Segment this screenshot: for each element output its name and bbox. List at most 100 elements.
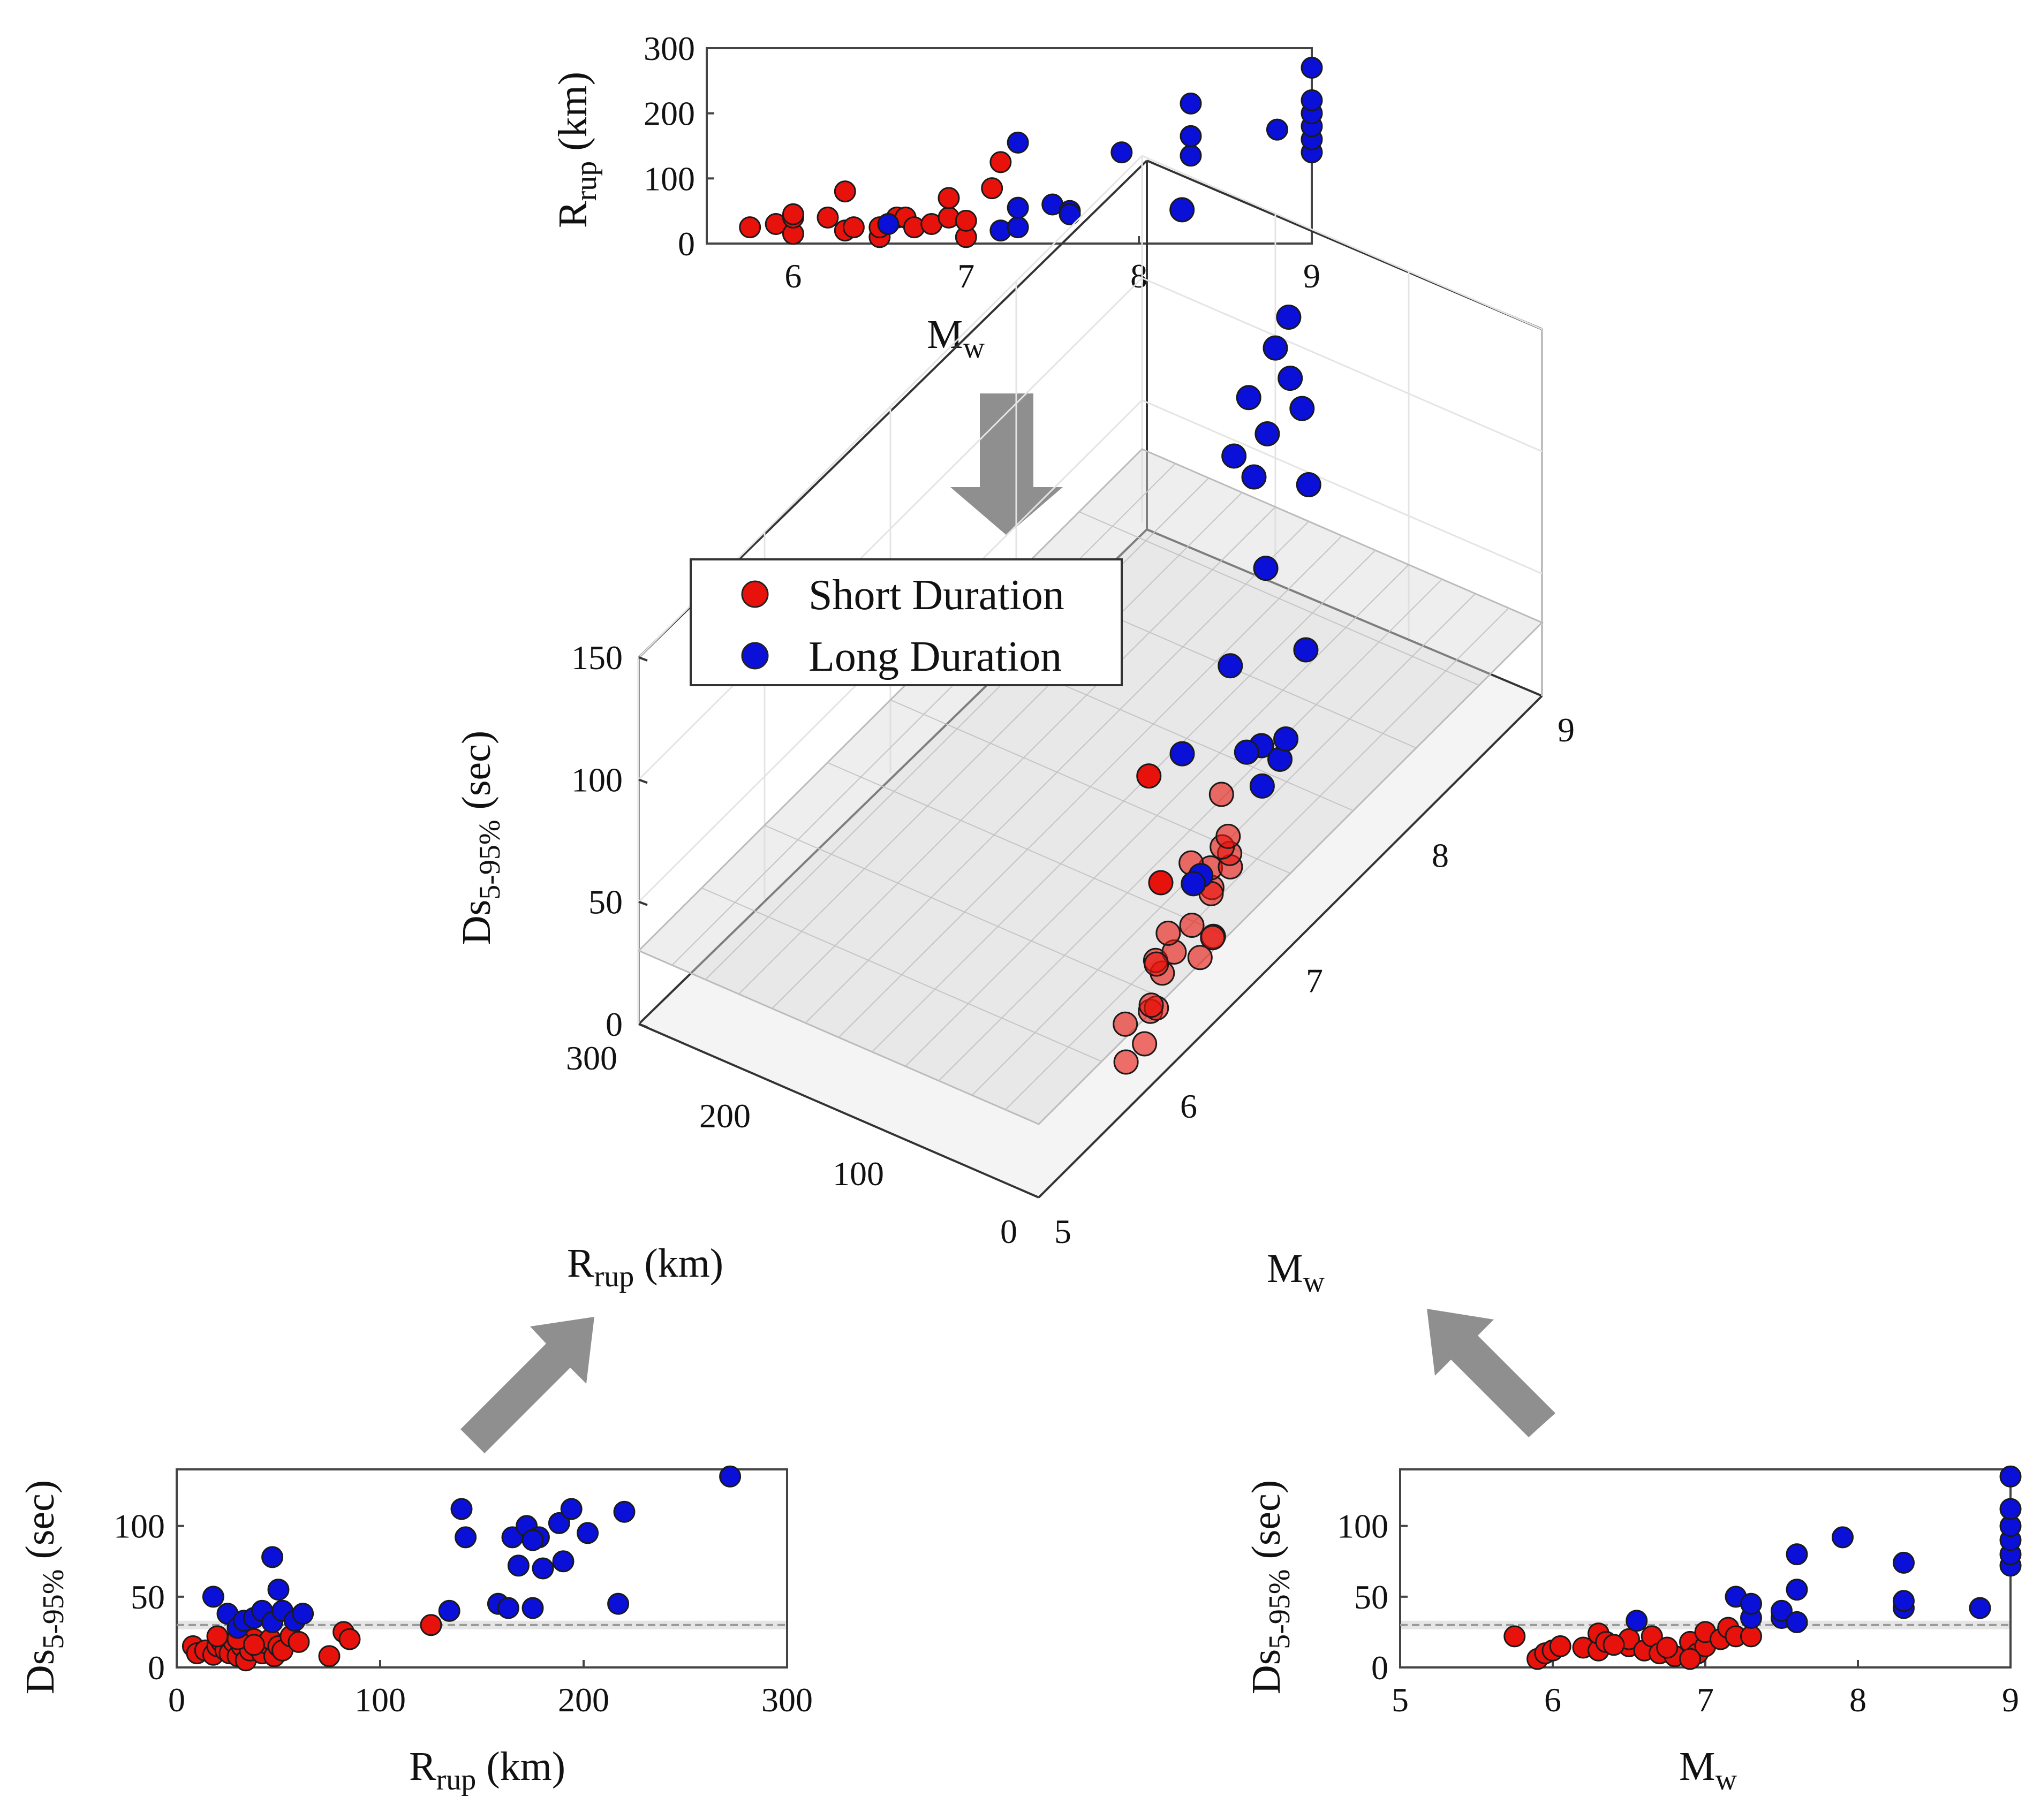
long-duration-point <box>507 1554 530 1577</box>
long-duration-point <box>1236 385 1261 411</box>
long-duration-point <box>1289 396 1315 421</box>
mw-axis-line <box>1038 695 1543 1199</box>
floor-plane <box>639 529 1542 1197</box>
long-duration-point <box>1740 1592 1762 1615</box>
short-duration-point <box>1549 1635 1571 1657</box>
mw-tick-label: 6 <box>1180 1087 1197 1125</box>
y-tick-label: 0 <box>148 1649 165 1687</box>
long-duration-point <box>719 1465 742 1488</box>
x-tick-label: 6 <box>784 257 802 295</box>
y-tick-label: 200 <box>644 95 695 133</box>
long-duration-point <box>1832 1526 1854 1549</box>
short-duration-point <box>318 1645 341 1667</box>
long-duration-point <box>202 1586 224 1608</box>
long-duration-point <box>607 1592 630 1615</box>
long-duration-point <box>1059 203 1081 225</box>
y-tick-label: 100 <box>1337 1507 1388 1545</box>
long-duration-point <box>267 1579 290 1601</box>
br-y-axis-label: Ds5-95% (sec) <box>1244 1480 1296 1694</box>
up-left-arrow-icon <box>1427 1309 1555 1437</box>
grid-line <box>1142 155 1543 330</box>
mw-tick-label: 7 <box>1306 962 1323 1000</box>
short-duration-point <box>1656 1636 1679 1659</box>
long-duration-point <box>1273 726 1299 752</box>
bl-x-axis-label: Rrup (km) <box>409 1744 565 1796</box>
r-tick-label: 100 <box>833 1155 884 1193</box>
bottom-right-scatter-plot: Mw Ds5-95% (sec) 5 6 7 8 9 0 50 100 <box>1244 1465 2022 1796</box>
long-duration-point <box>877 213 900 235</box>
long-duration-point <box>1218 653 1243 679</box>
long-duration-point <box>1249 773 1275 799</box>
long-duration-point <box>1999 1465 2022 1488</box>
short-duration-point <box>1200 925 1226 951</box>
long-duration-point <box>1169 197 1195 223</box>
long-duration-point <box>1301 89 1323 111</box>
short-duration-point <box>243 1634 265 1656</box>
grid-line <box>1142 277 1543 452</box>
x-tick-label: 0 <box>168 1681 185 1719</box>
grid-line <box>1142 399 1543 575</box>
long-duration-point <box>552 1550 575 1573</box>
long-duration-point <box>1786 1543 1808 1566</box>
z-tick-mark <box>638 900 648 906</box>
long-duration-point <box>1969 1597 1991 1619</box>
long-duration-point <box>522 1597 544 1619</box>
z-tick-label: 100 <box>571 761 623 799</box>
short-duration-point <box>1208 782 1234 807</box>
short-duration-point <box>1503 1625 1526 1648</box>
z-axis-label: Ds5-95% (sec) <box>454 731 507 945</box>
mw-tick-label: 5 <box>1054 1212 1071 1250</box>
x-tick-label: 5 <box>1392 1681 1409 1719</box>
long-duration-point <box>1301 57 1323 79</box>
y-tick-label: 0 <box>678 225 695 263</box>
short-duration-point <box>1179 913 1205 938</box>
long-duration-point <box>1296 472 1321 497</box>
long-duration-point <box>1221 443 1247 469</box>
long-duration-point <box>522 1529 544 1551</box>
long-duration-point <box>1169 741 1195 767</box>
long-duration-point <box>455 1526 477 1549</box>
short-duration-point <box>989 151 1012 173</box>
r-axis-line <box>638 1023 1039 1199</box>
long-duration-point <box>1276 304 1302 330</box>
long-duration-point <box>1110 141 1133 164</box>
short-duration-point <box>1148 870 1174 896</box>
long-duration-point <box>1893 1551 1915 1574</box>
z-tick-label: 0 <box>606 1005 623 1043</box>
y-tick-label: 100 <box>114 1507 165 1545</box>
x-tick-label: 9 <box>2002 1681 2019 1719</box>
short-duration-point <box>817 206 839 229</box>
long-duration-point <box>261 1546 284 1568</box>
long-duration-point <box>1771 1599 1793 1622</box>
r-tick-label: 300 <box>566 1039 617 1077</box>
mw-tick-label: 8 <box>1432 836 1449 874</box>
top-y-axis-label: Rrup (km) <box>550 72 603 228</box>
long-duration-point <box>1786 1611 1808 1633</box>
x-tick-label: 7 <box>957 257 974 295</box>
short-duration-point <box>1155 920 1181 946</box>
y-tick-label: 50 <box>131 1578 165 1616</box>
x-tick-label: 7 <box>1697 1681 1714 1719</box>
legend-long-label: Long Duration <box>808 633 1062 680</box>
br-x-axis-label: Mw <box>1679 1744 1737 1796</box>
x-tick-label: 6 <box>1544 1681 1561 1719</box>
long-duration-point <box>450 1498 473 1520</box>
plane-grid-line <box>1079 511 1479 686</box>
short-duration-point <box>1113 1011 1138 1037</box>
long-duration-point <box>1254 421 1280 446</box>
short-duration-point <box>938 187 960 209</box>
long-duration-point <box>548 1512 570 1534</box>
long-duration-point <box>1266 118 1288 141</box>
r-tick-label: 0 <box>1000 1212 1017 1250</box>
long-duration-point <box>1180 145 1202 167</box>
long-duration-point <box>1180 125 1202 147</box>
short-duration-point <box>1215 823 1241 849</box>
plane-grid-line <box>701 887 1102 1062</box>
mw-axis-label: Mw <box>1267 1246 1325 1299</box>
short-duration-point <box>842 216 865 239</box>
y-tick-label: 100 <box>644 160 695 198</box>
z-tick-mark <box>638 656 648 662</box>
top-x-axis-label: Mw <box>927 312 985 365</box>
x-tick-label: 8 <box>1849 1681 1866 1719</box>
threshold-band <box>178 1620 786 1629</box>
